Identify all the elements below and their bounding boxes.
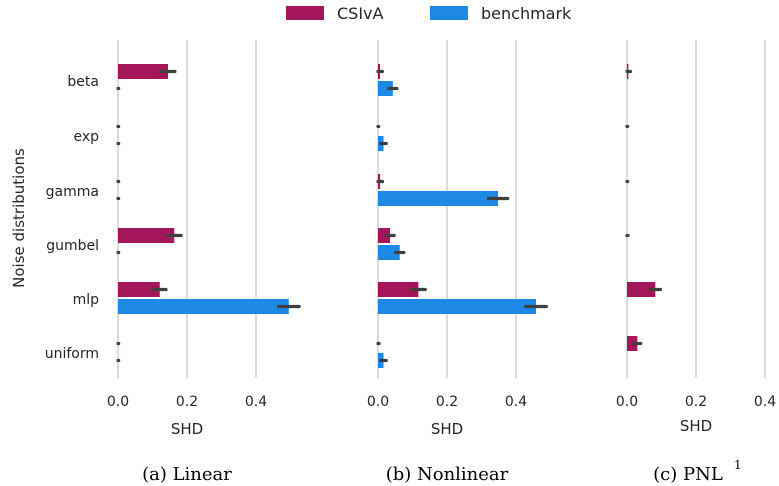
x-axis-label-pnl: SHD (680, 417, 712, 435)
panel-pnl: 0.0 0.2 0.4 SHD (c) PNL 1 (616, 40, 776, 485)
bar-benchmark-gumbel (378, 245, 400, 260)
category-label-mlp: mlp (73, 292, 100, 308)
x-tick-label-1: 0.2 (436, 394, 458, 410)
category-label-exp: exp (73, 129, 99, 145)
caption-linear: (a) Linear (142, 464, 232, 485)
bar-csiva-mlp (627, 282, 656, 297)
x-tick-label-0: 0.0 (616, 394, 638, 410)
category-label-uniform: uniform (45, 346, 99, 362)
bar-csiva-beta (118, 64, 169, 79)
bar-csiva-mlp (118, 282, 160, 297)
category-labels: beta exp gamma gumbel mlp uniform (45, 74, 99, 362)
legend-swatch-benchmark (430, 6, 468, 20)
bar-csiva-gumbel (378, 228, 391, 243)
x-tick-label-2: 0.4 (505, 394, 527, 410)
category-label-gumbel: gumbel (46, 238, 99, 254)
bar-benchmark-mlp (118, 299, 289, 314)
legend-swatch-csiva (286, 6, 324, 20)
x-tick-label-0: 0.0 (107, 394, 129, 410)
x-tick-label-2: 0.4 (754, 394, 776, 410)
category-label-beta: beta (67, 74, 99, 90)
bar-csiva-uniform (627, 336, 638, 351)
bar-benchmark-mlp (378, 299, 537, 314)
bar-csiva-mlp (378, 282, 419, 297)
x-tick-label-1: 0.2 (685, 394, 707, 410)
panel-nonlinear: 0.0 0.2 0.4 SHD (b) Nonlinear (367, 40, 548, 485)
bar-csiva-gumbel (118, 228, 175, 243)
category-label-gamma: gamma (46, 184, 99, 200)
x-axis-label-nonlinear: SHD (431, 420, 463, 438)
legend-label-csiva: CSIvA (337, 4, 384, 23)
x-tick-label-2: 0.4 (245, 394, 267, 410)
panel-linear: 0.0 0.2 0.4 SHD (a) Linear (107, 40, 301, 485)
caption-pnl: (c) PNL (653, 464, 723, 485)
bar-benchmark-beta (378, 81, 393, 96)
x-tick-label-1: 0.2 (176, 394, 198, 410)
legend-label-benchmark: benchmark (481, 4, 572, 23)
caption-nonlinear: (b) Nonlinear (386, 464, 509, 485)
y-axis-label: Noise distributions (10, 148, 28, 288)
legend: CSIvA benchmark (286, 4, 572, 23)
caption-pnl-superscript: 1 (734, 458, 742, 472)
x-tick-label-0: 0.0 (367, 394, 389, 410)
x-axis-label-linear: SHD (171, 420, 203, 438)
bar-benchmark-gamma (378, 191, 499, 206)
